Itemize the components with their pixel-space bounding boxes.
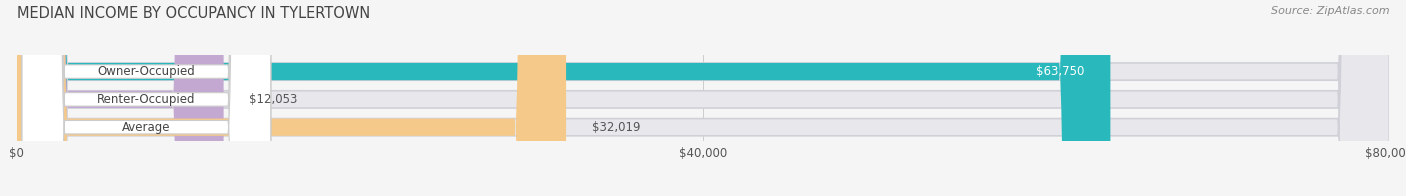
FancyBboxPatch shape [17, 0, 1389, 196]
FancyBboxPatch shape [17, 0, 1389, 196]
FancyBboxPatch shape [17, 0, 1389, 196]
Text: $63,750: $63,750 [1036, 65, 1084, 78]
Text: $32,019: $32,019 [592, 121, 640, 134]
Text: Owner-Occupied: Owner-Occupied [97, 65, 195, 78]
Text: MEDIAN INCOME BY OCCUPANCY IN TYLERTOWN: MEDIAN INCOME BY OCCUPANCY IN TYLERTOWN [17, 6, 370, 21]
FancyBboxPatch shape [17, 0, 224, 196]
FancyBboxPatch shape [17, 0, 1111, 196]
FancyBboxPatch shape [22, 0, 271, 196]
FancyBboxPatch shape [22, 0, 271, 196]
Text: Renter-Occupied: Renter-Occupied [97, 93, 195, 106]
Text: Source: ZipAtlas.com: Source: ZipAtlas.com [1271, 6, 1389, 16]
Text: $12,053: $12,053 [249, 93, 298, 106]
FancyBboxPatch shape [17, 0, 567, 196]
Text: Average: Average [122, 121, 170, 134]
FancyBboxPatch shape [22, 0, 271, 196]
